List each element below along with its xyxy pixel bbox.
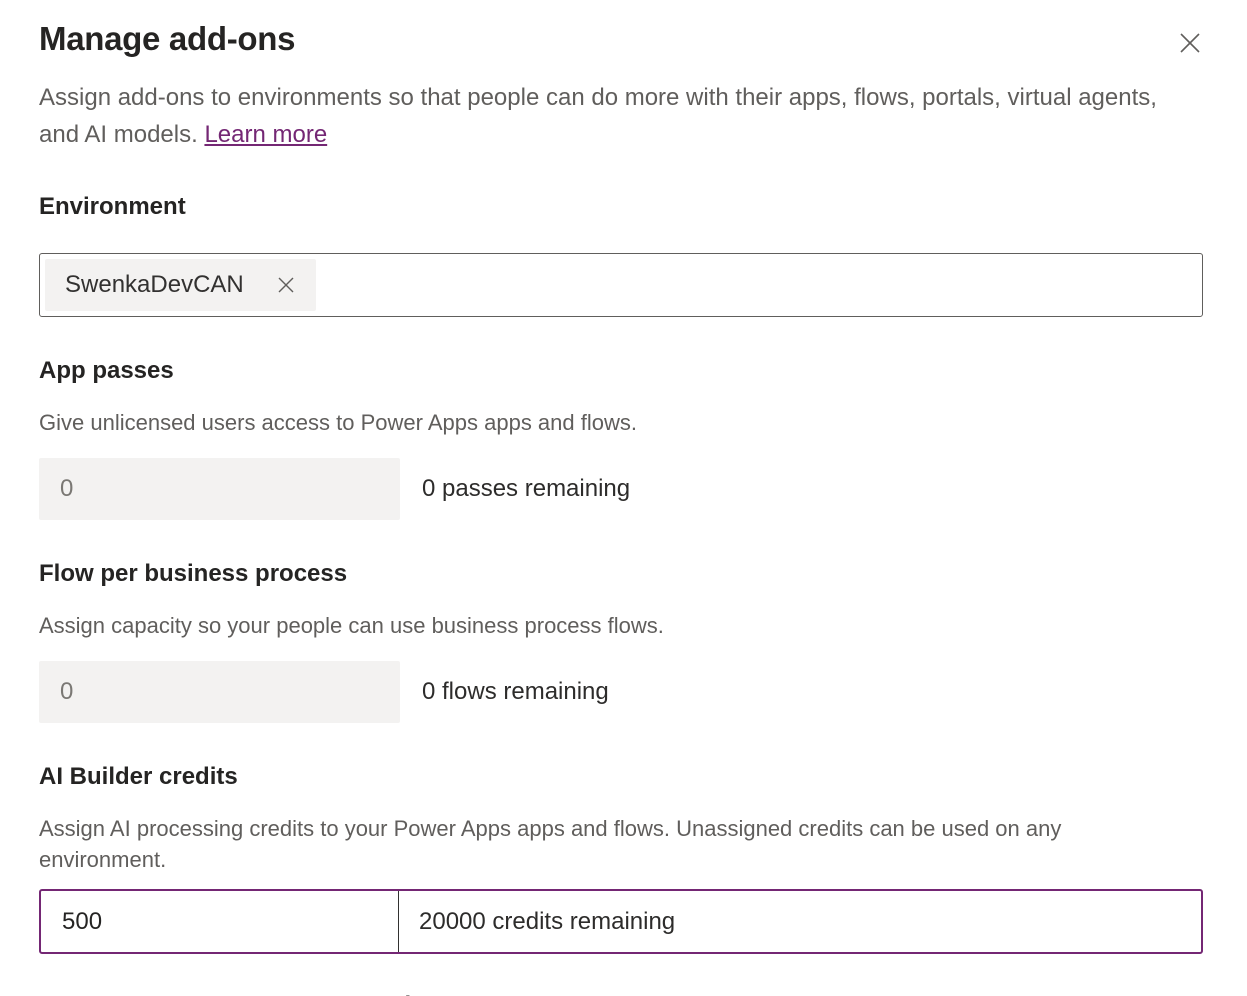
close-icon (1178, 31, 1202, 55)
addon-description-flow-per-business-process: Assign capacity so your people can use b… (39, 613, 664, 638)
addon-row-flow-per-business-process: 0 flows remaining (39, 661, 1203, 723)
addon-header-ai-builder-credits: AI Builder credits (39, 763, 238, 790)
ai-builder-credits-remaining-label: 20000 credits remaining (398, 891, 1201, 952)
learn-more-link[interactable]: Learn more (204, 121, 328, 148)
panel-header: Manage add-ons (39, 20, 1203, 58)
addon-description-ai-builder-credits: Assign AI processing credits to your Pow… (39, 816, 1062, 872)
app-passes-remaining-label: 0 passes remaining (422, 475, 631, 502)
app-passes-input (39, 458, 400, 520)
ai-builder-credits-input[interactable] (41, 891, 398, 952)
panel-description: Assign add-ons to environments so that p… (39, 79, 1174, 153)
addon-header-power-pages-anonymous-capacity: Power Pages anonymous capacity (39, 992, 1203, 996)
environment-tag-remove-button[interactable] (276, 275, 296, 295)
flow-remaining-label: 0 flows remaining (422, 678, 609, 705)
addon-header-app-passes: App passes (39, 357, 174, 384)
environment-picker-input[interactable]: SwenkaDevCAN (39, 253, 1203, 317)
addon-row-app-passes: 0 passes remaining (39, 458, 1203, 520)
addon-header-flow-per-business-process: Flow per business process (39, 560, 348, 587)
remove-tag-icon (276, 275, 296, 295)
environment-tag: SwenkaDevCAN (45, 259, 316, 311)
addon-description-app-passes: Give unlicensed users access to Power Ap… (39, 410, 637, 435)
flow-per-business-process-input (39, 661, 400, 723)
environment-tag-label: SwenkaDevCAN (65, 271, 244, 298)
panel-description-text: Assign add-ons to environments so that p… (39, 84, 1157, 148)
close-button[interactable] (1177, 30, 1203, 56)
page-title: Manage add-ons (39, 20, 296, 57)
environment-label: Environment (39, 193, 186, 220)
addon-row-ai-builder-credits: 20000 credits remaining (39, 889, 1203, 954)
